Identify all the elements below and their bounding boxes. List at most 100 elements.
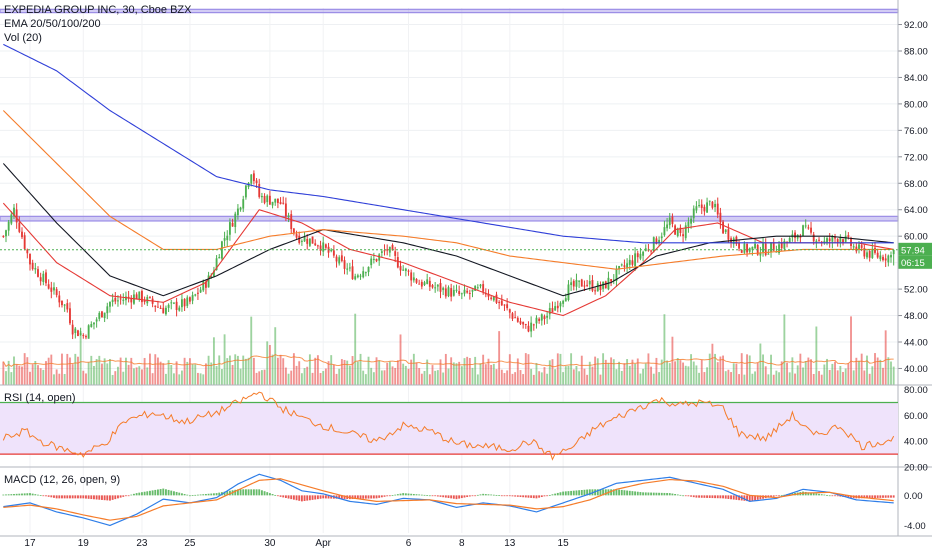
macd-histogram-bar [2, 494, 5, 496]
candle-body [722, 221, 724, 234]
volume-legend[interactable]: Vol (20) [4, 32, 42, 44]
volume-bar [495, 369, 498, 385]
candle [532, 323, 535, 331]
candle-body [874, 247, 876, 253]
candle [314, 239, 317, 247]
candle [378, 253, 381, 266]
volume-bar [791, 357, 794, 385]
volume-bar [292, 353, 295, 385]
macd-histogram-bar [247, 489, 250, 496]
macd-histogram-bar [466, 495, 469, 498]
candle-body [234, 213, 237, 227]
candle [109, 301, 111, 313]
volume-bar [122, 371, 125, 385]
macd-histogram-bar [684, 495, 687, 497]
candle-body [524, 324, 527, 326]
volume-bar [130, 357, 133, 385]
volume-bar [418, 368, 421, 385]
macd-histogram-bar [431, 495, 434, 497]
candle-body [450, 288, 453, 297]
volume-bar [884, 330, 887, 385]
candle [716, 197, 719, 219]
candle [279, 197, 282, 205]
candle [10, 211, 13, 226]
candle-body [231, 222, 234, 227]
volume-bar [98, 355, 101, 385]
candle [463, 284, 466, 297]
candle [474, 285, 477, 292]
volume-bar [652, 373, 655, 385]
candle-body [362, 271, 365, 278]
volume-bar [71, 364, 74, 385]
macd-histogram-bar [45, 495, 47, 497]
macd-histogram-bar [298, 495, 301, 501]
volume-bar [26, 357, 29, 385]
macd-histogram-bar [322, 495, 325, 499]
ema-legend[interactable]: EMA 20/50/100/200 [4, 18, 101, 30]
candle-body [602, 281, 605, 289]
price-axis-label: 88.00 [904, 46, 928, 57]
candle-body [716, 203, 719, 215]
candle [514, 310, 517, 319]
candle [810, 221, 812, 235]
candle [244, 184, 247, 200]
candle [207, 271, 210, 288]
macd-histogram-bar [572, 490, 575, 496]
candle-body [714, 203, 717, 208]
macd-histogram-bar [223, 491, 226, 496]
macd-histogram-bar [455, 495, 458, 500]
candle-body [631, 260, 634, 265]
candle-body [266, 195, 269, 203]
candle-body [101, 311, 103, 318]
candle [783, 238, 786, 251]
candle-body [540, 314, 543, 321]
candle-body [311, 236, 314, 244]
macd-histogram-bar [236, 489, 239, 496]
volume-bar [602, 353, 605, 385]
volume-bar [34, 361, 37, 385]
macd-histogram-bar [311, 495, 314, 500]
candle-body [460, 293, 463, 295]
volume-bar [852, 370, 855, 385]
candle-body [642, 251, 645, 256]
price-axis-label: 40.00 [904, 364, 928, 375]
candle [612, 274, 615, 285]
candle [106, 302, 109, 320]
candle-body [466, 290, 469, 293]
candle [423, 280, 426, 287]
volume-bar [66, 353, 69, 385]
candle [586, 279, 589, 288]
macd-legend[interactable]: MACD (12, 26, open, 9) [4, 474, 121, 486]
candle [668, 212, 671, 229]
candle-body [383, 250, 386, 252]
symbol-title[interactable]: EXPEDIA GROUP INC, 30, Cboe BZX [4, 4, 192, 16]
candle-body [562, 300, 565, 304]
macd-histogram-bar [380, 495, 383, 498]
candle [711, 201, 714, 210]
volume-bar [818, 371, 820, 385]
candle-body [746, 244, 748, 253]
rsi-legend[interactable]: RSI (14, open) [4, 392, 76, 404]
macd-histogram-bar [884, 495, 887, 498]
candle-body [828, 238, 831, 242]
volume-bar [615, 369, 618, 385]
volume-bar [532, 374, 535, 385]
candle [194, 293, 197, 297]
macd-histogram-bar [119, 495, 122, 498]
candle [175, 297, 178, 317]
macd-histogram-bar [500, 495, 503, 497]
volume-bar [506, 370, 509, 385]
candle-body [85, 336, 87, 338]
candle [26, 248, 29, 259]
candle-body [426, 279, 429, 284]
macd-histogram-bar [250, 489, 253, 496]
macd-histogram-bar [282, 495, 285, 498]
candle [274, 198, 277, 206]
volume-bar [125, 357, 127, 385]
macd-histogram-bar [780, 495, 783, 497]
candle [420, 279, 423, 290]
candle [426, 273, 429, 285]
macd-histogram-bar [487, 494, 490, 496]
volume-bar [215, 366, 218, 385]
